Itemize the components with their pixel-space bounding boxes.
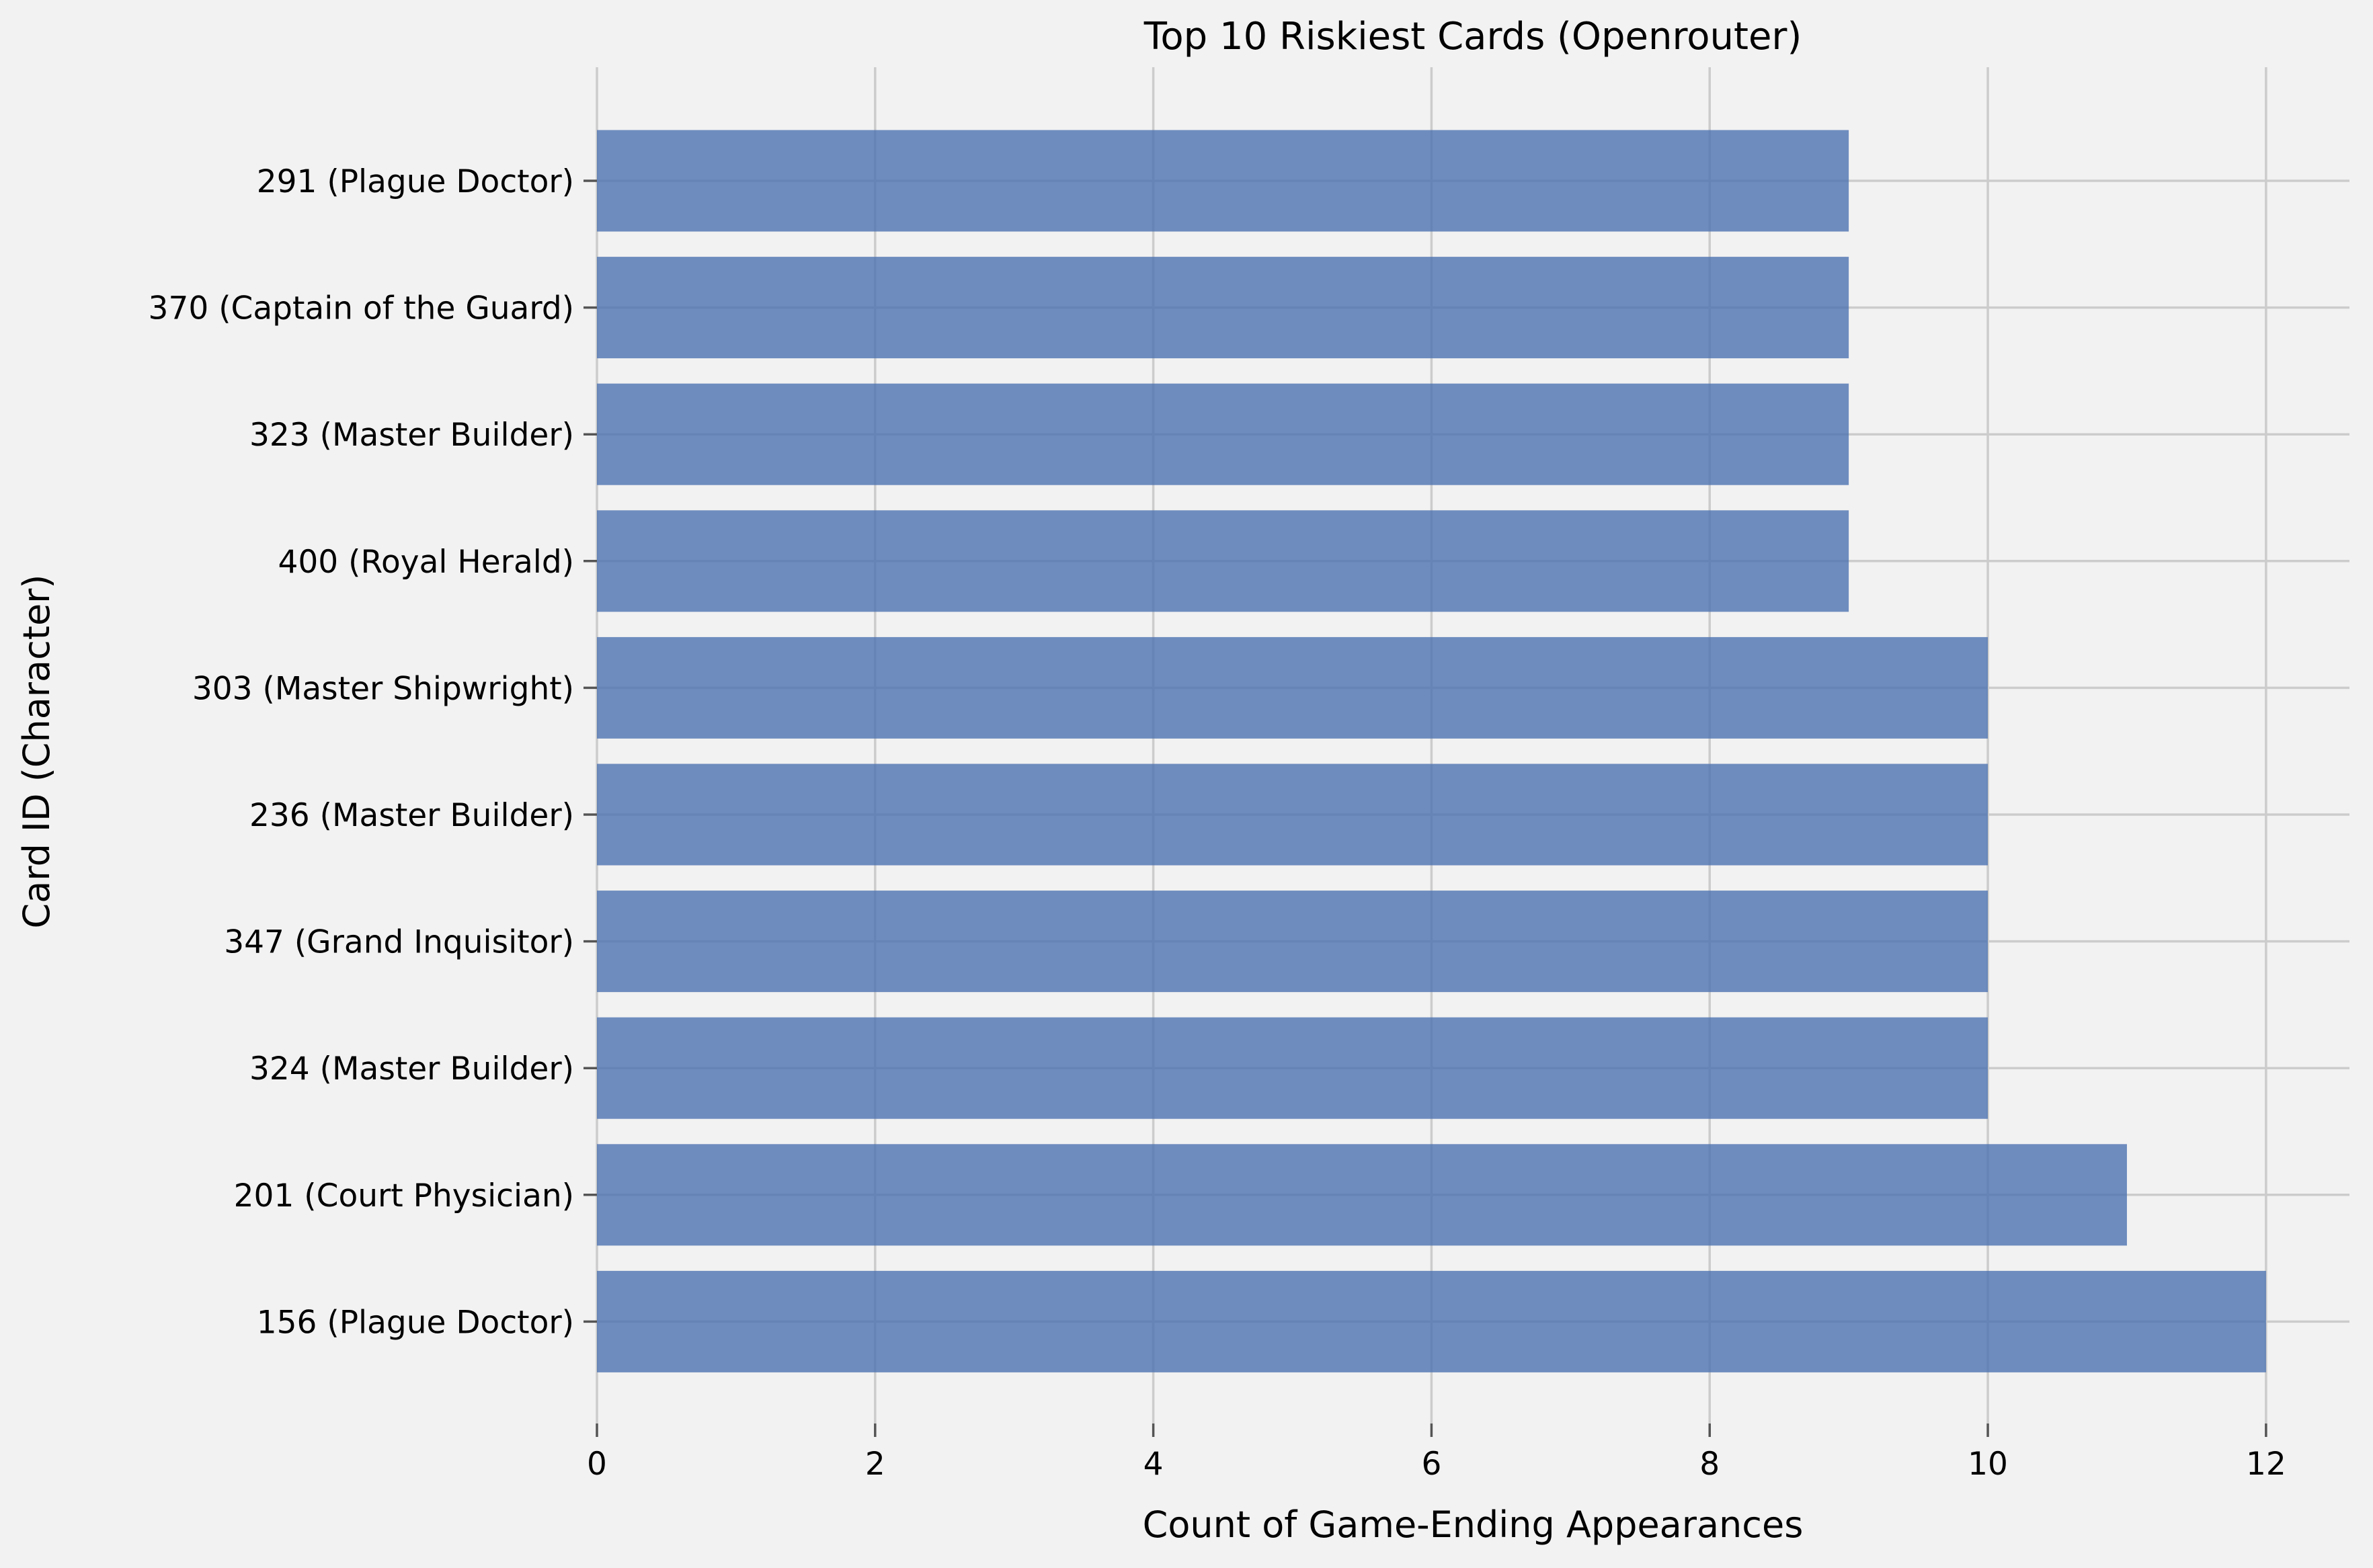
tick-layer: 0 2 4 6 8 10 12 291 (Plague Doctor) 370 (Captain…	[149, 163, 2286, 1483]
y-tick-label: 291 (Plague Doctor)	[257, 163, 574, 200]
x-tick-label: 0	[587, 1446, 607, 1483]
x-tick-label: 4	[1143, 1446, 1164, 1483]
bar	[597, 130, 1849, 232]
bar-layer	[597, 130, 2266, 1372]
y-tick-label: 323 (Master Builder)	[249, 417, 574, 454]
x-tick-label: 2	[865, 1446, 885, 1483]
y-axis-label: Card ID (Character)	[15, 575, 58, 929]
bar	[597, 510, 1849, 612]
bar	[597, 891, 1988, 993]
y-tick-label: 400 (Royal Herald)	[278, 544, 574, 581]
y-tick-label: 324 (Master Builder)	[249, 1050, 574, 1087]
y-tick-label: 347 (Grand Inquisitor)	[224, 924, 574, 961]
x-axis-label: Count of Game-Ending Appearances	[1143, 1503, 1804, 1546]
bar	[597, 383, 1849, 485]
y-tick-label: 201 (Court Physician)	[234, 1178, 574, 1214]
y-tick-label: 303 (Master Shipwright)	[192, 670, 574, 707]
y-tick-label: 156 (Plague Doctor)	[257, 1304, 574, 1341]
y-tick-label: 370 (Captain of the Guard)	[149, 290, 574, 327]
x-tick-label: 8	[1699, 1446, 1720, 1483]
x-tick-label: 6	[1421, 1446, 1441, 1483]
x-tick-label: 12	[2246, 1446, 2286, 1483]
bar	[597, 764, 1988, 866]
bar	[597, 1017, 1988, 1119]
y-tick-label: 236 (Master Builder)	[249, 797, 574, 834]
bar	[597, 257, 1849, 359]
bar	[597, 636, 1988, 739]
chart-title: Top 10 Riskiest Cards (Openrouter)	[1143, 15, 1802, 58]
bar	[597, 1144, 2127, 1246]
x-tick-label: 10	[1968, 1446, 2008, 1483]
bar	[597, 1270, 2266, 1372]
